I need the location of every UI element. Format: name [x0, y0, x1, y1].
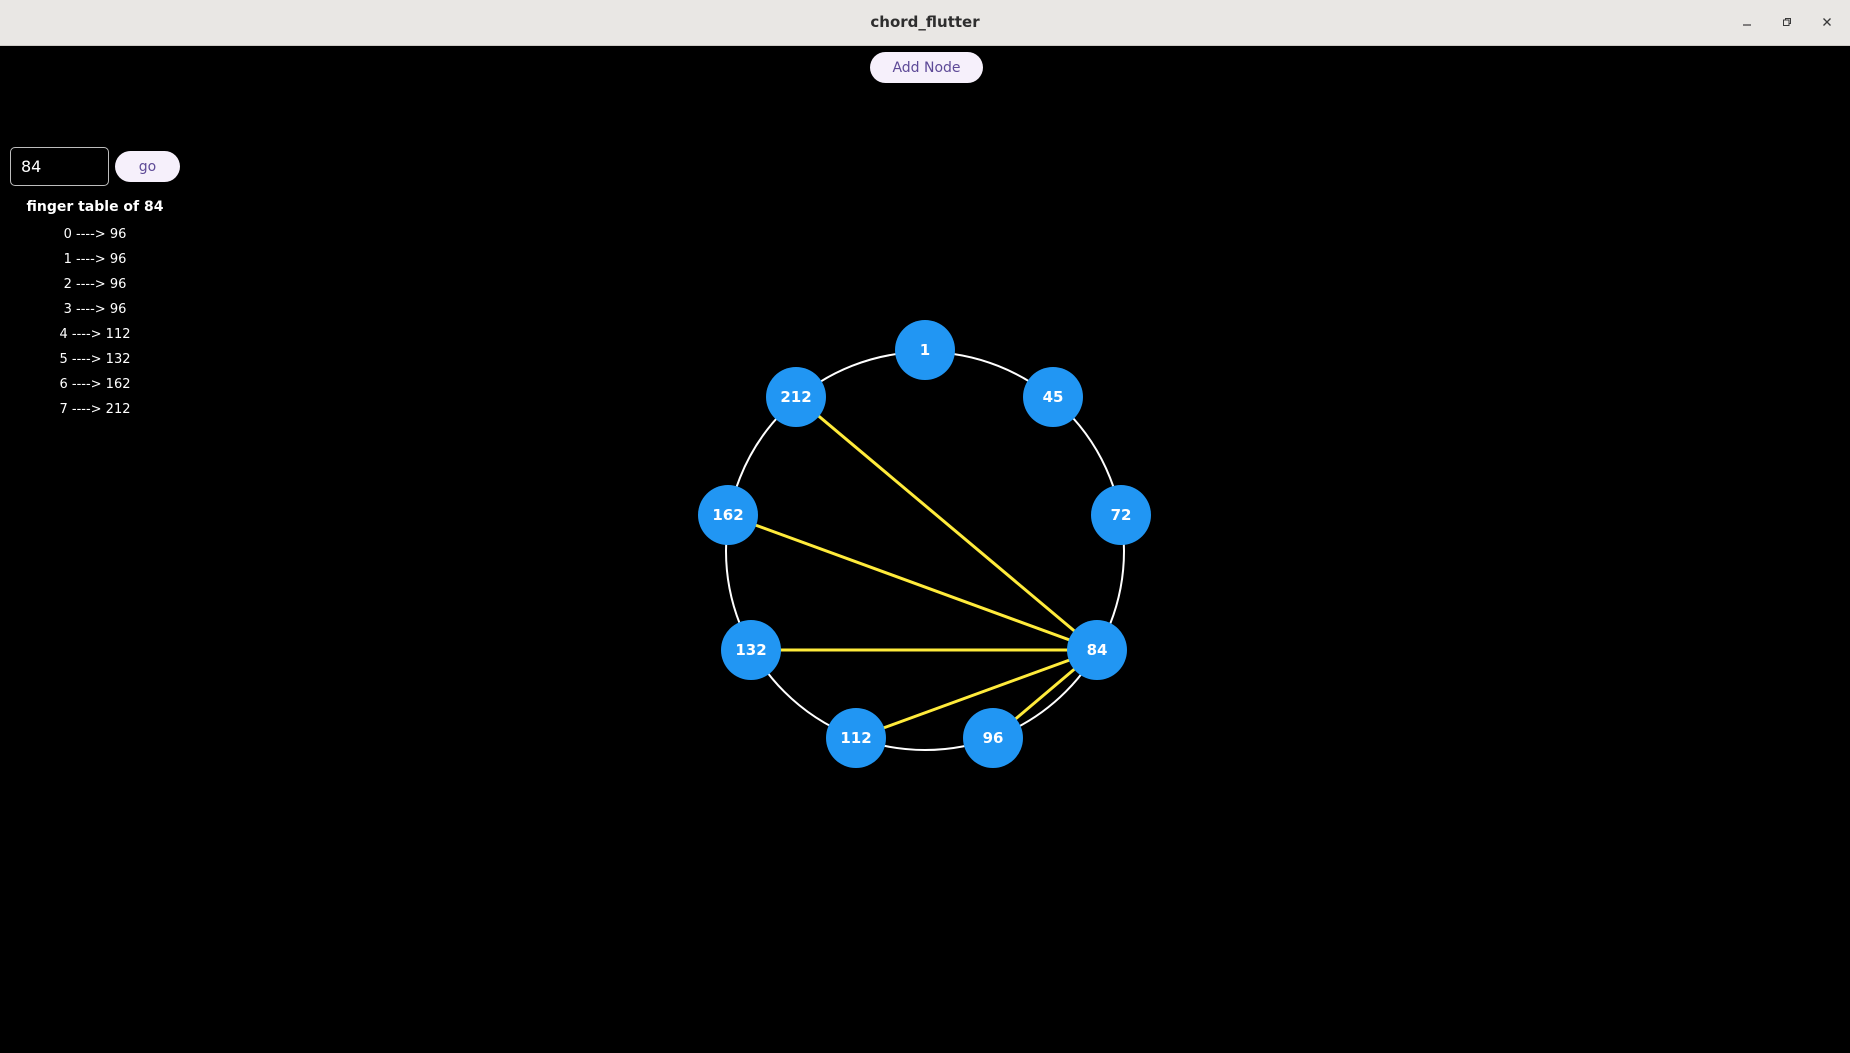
ring-node-162[interactable]: 162 [698, 485, 758, 545]
finger-line-212 [795, 395, 1098, 652]
ring-node-112[interactable]: 112 [826, 708, 886, 768]
go-button[interactable]: go [115, 151, 180, 182]
restore-icon [1783, 18, 1791, 26]
ring-node-96[interactable]: 96 [963, 708, 1023, 768]
node-label: 1 [920, 341, 930, 359]
finger-table-row: 2 ----> 96 [63, 277, 127, 292]
minimize-icon [1743, 24, 1751, 26]
finger-table-row: 3 ----> 96 [63, 302, 127, 317]
node-circle [826, 708, 886, 768]
finger-table-row: 5 ----> 132 [59, 352, 131, 367]
node-label: 96 [983, 729, 1004, 747]
minimize-button[interactable] [1735, 10, 1759, 34]
node-label: 112 [840, 729, 871, 747]
node-circle [1091, 485, 1151, 545]
finger-table-row: 7 ----> 212 [59, 402, 131, 417]
finger-table-row: 1 ----> 96 [63, 252, 127, 267]
finger-line-112 [855, 648, 1098, 740]
finger-table-row: 0 ----> 96 [63, 227, 127, 242]
close-icon [1823, 18, 1831, 26]
node-circle [1067, 620, 1127, 680]
node-label: 162 [712, 506, 743, 524]
node-label: 84 [1087, 641, 1108, 659]
node-label: 45 [1043, 388, 1064, 406]
ring-node-212[interactable]: 212 [766, 367, 826, 427]
finger-table-row: 6 ----> 162 [59, 377, 131, 392]
node-circle [721, 620, 781, 680]
ring-node-1[interactable]: 1 [895, 320, 955, 380]
node-circle [895, 320, 955, 380]
finger-lines [727, 395, 1098, 740]
finger-table-title: finger table of 84 [26, 199, 164, 215]
node-id-input[interactable] [10, 147, 109, 186]
node-circle [698, 485, 758, 545]
finger-line-162 [727, 513, 1098, 652]
node-label: 212 [780, 388, 811, 406]
finger-table-row: 4 ----> 112 [59, 327, 131, 342]
ring-node-72[interactable]: 72 [1091, 485, 1151, 545]
window-title: chord_flutter [870, 13, 980, 31]
window-titlebar[interactable]: chord_flutter [0, 0, 1850, 46]
ring-nodes: 1 45 72 84 96 112 132 162 212 [698, 320, 1151, 768]
node-label: 132 [735, 641, 766, 659]
node-circle [963, 708, 1023, 768]
app-canvas [0, 46, 1850, 1053]
ring-node-45[interactable]: 45 [1023, 367, 1083, 427]
finger-table-panel: finger table of 84 0 ----> 96 1 ----> 96… [0, 196, 190, 422]
ring-node-84[interactable]: 84 [1067, 620, 1127, 680]
node-circle [766, 367, 826, 427]
maximize-button[interactable] [1775, 10, 1799, 34]
add-node-button[interactable]: Add Node [870, 52, 983, 83]
ring-node-132[interactable]: 132 [721, 620, 781, 680]
node-circle [1023, 367, 1083, 427]
close-button[interactable] [1815, 10, 1839, 34]
node-label: 72 [1111, 506, 1132, 524]
